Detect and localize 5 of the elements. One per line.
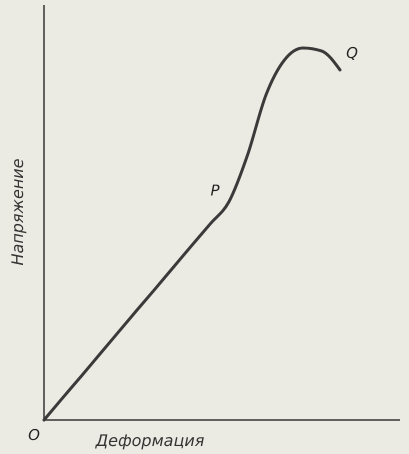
text: O	[28, 426, 40, 444]
annotation: Q	[346, 44, 358, 62]
y-axis-title: Напряжение	[8, 158, 27, 266]
x-axis-title: Деформация	[94, 431, 205, 450]
annotation: P	[210, 182, 220, 200]
